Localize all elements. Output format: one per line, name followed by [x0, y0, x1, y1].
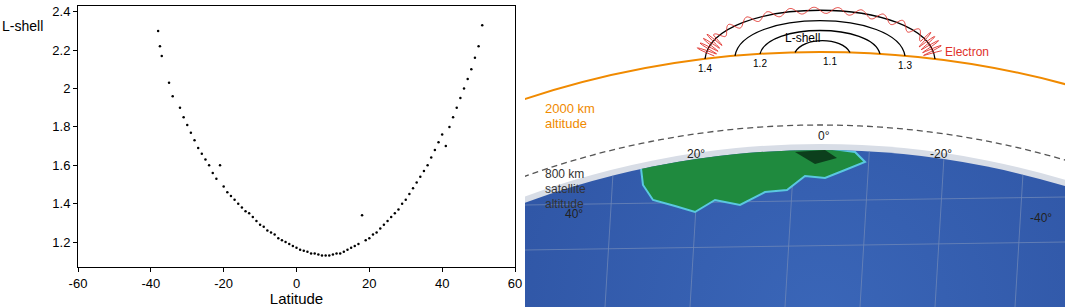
svg-text:L-shell: L-shell: [785, 31, 820, 45]
svg-text:-40°: -40°: [1030, 211, 1052, 225]
svg-text:-60: -60: [69, 276, 88, 291]
svg-text:20: 20: [362, 276, 376, 291]
svg-text:1.1: 1.1: [823, 56, 837, 67]
svg-text:1.2: 1.2: [753, 58, 767, 69]
svg-text:1.8: 1.8: [52, 119, 70, 134]
svg-text:2000 km: 2000 km: [545, 101, 595, 116]
svg-text:40: 40: [435, 276, 449, 291]
svg-text:2.4: 2.4: [52, 4, 70, 19]
svg-text:0: 0: [293, 276, 300, 291]
svg-text:800 km: 800 km: [545, 167, 584, 181]
svg-text:1.3: 1.3: [898, 60, 912, 71]
svg-text:1.2: 1.2: [52, 235, 70, 250]
svg-text:altitude: altitude: [545, 116, 587, 131]
svg-text:-20: -20: [214, 276, 233, 291]
svg-text:2: 2: [63, 81, 70, 96]
svg-text:20°: 20°: [687, 147, 705, 161]
svg-text:satellite: satellite: [545, 182, 586, 196]
svg-text:2.2: 2.2: [52, 43, 70, 58]
svg-text:altitude: altitude: [545, 197, 584, 211]
svg-text:1.4: 1.4: [52, 196, 70, 211]
svg-text:Electron: Electron: [945, 45, 989, 59]
svg-text:1.4: 1.4: [698, 63, 712, 74]
svg-text:1.6: 1.6: [52, 158, 70, 173]
svg-text:60: 60: [508, 276, 522, 291]
svg-text:-40: -40: [141, 276, 160, 291]
svg-text:0°: 0°: [818, 129, 830, 143]
svg-text:-20°: -20°: [930, 147, 952, 161]
svg-text:40°: 40°: [565, 207, 583, 221]
svg-text:L-shell: L-shell: [2, 18, 43, 34]
svg-text:Latitude: Latitude: [270, 290, 323, 307]
